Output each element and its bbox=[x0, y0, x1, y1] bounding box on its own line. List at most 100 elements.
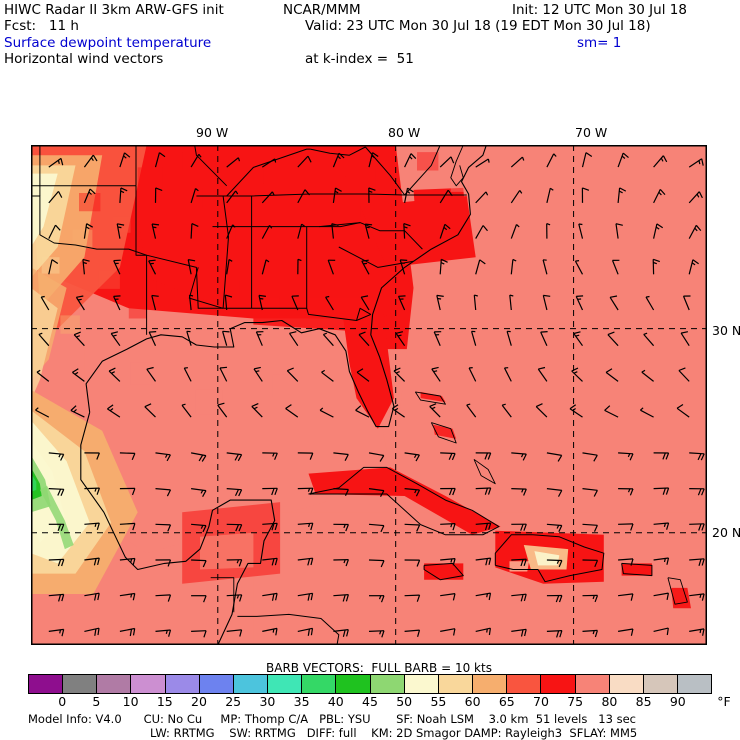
wind-barb bbox=[48, 628, 65, 637]
wind-barb bbox=[332, 152, 345, 168]
wind-barb bbox=[682, 295, 691, 311]
colorbar-swatch-18[interactable] bbox=[643, 675, 678, 693]
lat-tick-30n: 30 N bbox=[712, 323, 740, 338]
wind-barb bbox=[155, 488, 172, 497]
wind-barb bbox=[113, 295, 121, 311]
colorbar-swatch-9[interactable] bbox=[336, 675, 371, 693]
wind-barb bbox=[404, 488, 421, 497]
wind-barb bbox=[187, 259, 196, 275]
wind-barb bbox=[191, 595, 207, 603]
colorbar-swatch-5[interactable] bbox=[199, 675, 234, 693]
lon-tick-90w: 90 W bbox=[196, 125, 229, 140]
coastline-path bbox=[135, 185, 147, 256]
wind-barb bbox=[582, 452, 598, 462]
colorbar-tick-35: 35 bbox=[293, 694, 310, 709]
coastline-path bbox=[194, 145, 228, 187]
colorbar-swatch-10[interactable] bbox=[370, 675, 405, 693]
wind-barb bbox=[511, 488, 527, 496]
wind-barb-layer bbox=[35, 152, 705, 638]
wind-barb bbox=[255, 331, 264, 346]
wind-barb bbox=[615, 223, 623, 239]
field-patch bbox=[31, 173, 58, 247]
wind-barb bbox=[540, 331, 548, 346]
wind-barb bbox=[333, 594, 349, 602]
wind-barb bbox=[368, 187, 376, 203]
wind-barb bbox=[546, 452, 563, 462]
colorbar-swatch-11[interactable] bbox=[404, 675, 439, 693]
coastline-path bbox=[404, 145, 441, 196]
wind-barb bbox=[261, 259, 270, 275]
wind-barb bbox=[356, 368, 370, 382]
wind-barb bbox=[186, 330, 192, 346]
colorbar-swatch-1[interactable] bbox=[63, 675, 98, 693]
wind-barb bbox=[261, 191, 275, 204]
wind-barb bbox=[262, 452, 278, 460]
wind-barb bbox=[546, 488, 563, 497]
wind-barb bbox=[582, 523, 598, 532]
colorbar-swatch-0[interactable] bbox=[29, 675, 64, 693]
coastline-path bbox=[356, 307, 372, 321]
map-frame bbox=[31, 145, 707, 645]
wind-barb bbox=[546, 153, 557, 168]
colorbar-swatch-2[interactable] bbox=[97, 675, 132, 693]
wind-barb bbox=[119, 452, 136, 461]
field-patch bbox=[60, 315, 80, 334]
colorbar-swatch-16[interactable] bbox=[575, 675, 610, 693]
wind-barb bbox=[475, 522, 492, 531]
wind-barb bbox=[151, 294, 159, 311]
wind-barb bbox=[368, 559, 385, 568]
colorbar-unit-label: °F bbox=[717, 694, 731, 709]
wind-barb bbox=[75, 295, 85, 311]
wind-barb bbox=[640, 407, 654, 418]
wind-barb bbox=[439, 189, 453, 204]
field-patch bbox=[79, 193, 101, 212]
wind-barb bbox=[546, 223, 551, 239]
wind-barb bbox=[506, 330, 512, 346]
wind-barb bbox=[358, 331, 370, 347]
wind-barb bbox=[688, 191, 703, 204]
wind-barb bbox=[404, 594, 421, 602]
field-patch bbox=[324, 158, 346, 177]
wind-barb bbox=[222, 330, 230, 346]
wind-barb bbox=[689, 593, 705, 601]
colorbar-tick-0: 0 bbox=[58, 694, 67, 709]
colorbar-swatch-13[interactable] bbox=[473, 675, 508, 693]
wind-barb bbox=[688, 224, 702, 239]
wind-barb bbox=[440, 523, 456, 531]
wind-barb bbox=[262, 592, 278, 601]
wind-barb bbox=[439, 258, 448, 275]
wind-barb bbox=[327, 259, 336, 275]
field-patch bbox=[342, 312, 394, 429]
wind-barb bbox=[331, 223, 339, 239]
wind-barb bbox=[333, 559, 349, 567]
colorbar-swatch-7[interactable] bbox=[268, 675, 303, 693]
wind-barb bbox=[546, 630, 563, 638]
wind-barb bbox=[404, 629, 421, 637]
wind-barb bbox=[440, 628, 456, 636]
colorbar-swatch-17[interactable] bbox=[609, 675, 644, 693]
map-plot-area[interactable] bbox=[31, 145, 707, 645]
colorbar-swatch-6[interactable] bbox=[233, 675, 269, 693]
colorbar-swatches[interactable] bbox=[28, 674, 712, 694]
wind-barb bbox=[258, 294, 266, 311]
wind-barb bbox=[368, 523, 385, 533]
wind-barb bbox=[107, 404, 121, 418]
field-patch bbox=[413, 187, 467, 235]
colorbar-swatch-12[interactable] bbox=[438, 675, 474, 693]
colorbar-swatch-15[interactable] bbox=[541, 675, 576, 693]
wind-barb bbox=[38, 332, 50, 347]
wind-barb bbox=[689, 558, 705, 566]
wind-barb bbox=[546, 594, 563, 603]
colorbar-swatch-4[interactable] bbox=[165, 675, 200, 693]
colorbar-swatch-19[interactable] bbox=[677, 675, 712, 693]
field-patch bbox=[72, 229, 93, 249]
colorbar-swatch-8[interactable] bbox=[302, 675, 337, 693]
colorbar-swatch-3[interactable] bbox=[131, 675, 166, 693]
wind-barb bbox=[653, 557, 670, 565]
wind-barb bbox=[511, 523, 527, 531]
colorbar-swatch-14[interactable] bbox=[507, 675, 542, 693]
coastline-path bbox=[85, 145, 487, 428]
field-patch bbox=[31, 467, 42, 501]
field-patch bbox=[182, 152, 204, 171]
colorbar-tick-90: 90 bbox=[669, 694, 686, 709]
